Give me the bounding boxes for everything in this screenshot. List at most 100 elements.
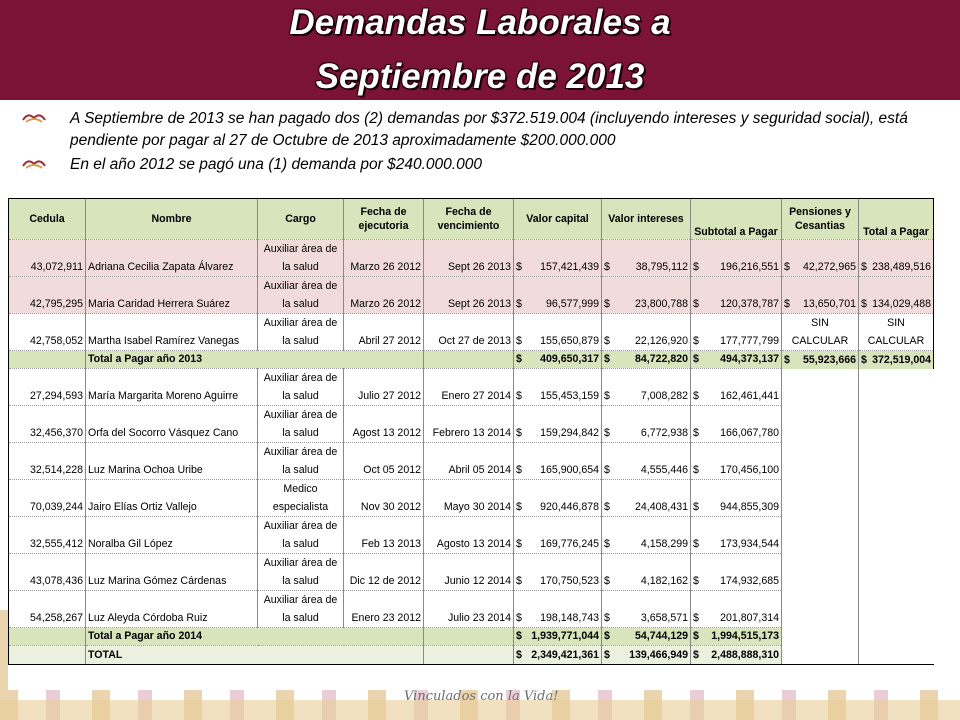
currency-symbol: $ <box>516 261 522 273</box>
cell-sum-subtotal: $494,373,137 <box>690 350 782 369</box>
currency-symbol: $ <box>861 353 867 366</box>
cell-nombre: Jairo Elías Ortiz Vallejo <box>85 479 258 517</box>
col-header-cargo: Cargo <box>257 198 344 240</box>
cell-cedula: 42,758,052 <box>8 313 86 351</box>
cell-cedula: 54,258,267 <box>8 590 86 628</box>
cell-total: SIN CALCULAR <box>858 313 934 351</box>
cell-fecha-vencimiento: Febrero 13 2014 <box>423 405 514 443</box>
cell-cargo: Medico especialista <box>257 479 344 517</box>
table-header-row: Cedula Nombre Cargo Fecha de ejecutoria … <box>8 198 934 240</box>
amount-value: 169,776,245 <box>540 538 599 550</box>
cell-nombre: Luz Marina Gómez Cárdenas <box>85 553 258 591</box>
cell-pensiones <box>781 516 859 554</box>
cell-pensiones: $13,650,701 <box>781 276 859 314</box>
currency-symbol: $ <box>604 630 610 642</box>
cell-cargo-line-1: Auxiliar área de <box>263 446 338 458</box>
cell-cedula: 43,078,436 <box>8 553 86 591</box>
amount-value: 165,900,654 <box>540 464 599 476</box>
cell-sum-subtotal: $1,994,515,173 <box>690 627 782 646</box>
cell-valor-intereses: $4,555,446 <box>601 442 691 480</box>
cell-nombre: Martha Isabel Ramírez Vanegas <box>85 313 258 351</box>
currency-symbol: $ <box>693 427 699 439</box>
cell-subtotal: $173,934,544 <box>690 516 782 554</box>
currency-symbol: $ <box>516 630 522 642</box>
amount-value: 54,744,129 <box>634 630 688 642</box>
amount-value: 7,008,282 <box>640 390 688 402</box>
cell-pensiones: $42,272,965 <box>781 239 859 277</box>
cell-valor-intereses: $23,800,788 <box>601 276 691 314</box>
cell-fecha-ejecutoria: Julio 27 2012 <box>343 368 424 406</box>
cell-cargo-line-2: la salud <box>282 261 319 273</box>
table-row: 42,758,052 Martha Isabel Ramírez Vanegas A… <box>8 313 934 351</box>
table-row: 42,795,295 Maria Caridad Herrera Suárez Au… <box>8 276 934 314</box>
currency-symbol: $ <box>516 538 522 550</box>
cell-nombre: Orfa del Socorro Vásquez Cano <box>85 405 258 443</box>
cell-empty <box>423 645 514 665</box>
cell-empty <box>8 645 86 665</box>
cell-cargo-line-1: Auxiliar área de <box>263 280 338 292</box>
cell-sum-capital: $409,650,317 <box>513 350 602 369</box>
currency-symbol: $ <box>693 464 699 476</box>
cell-empty <box>257 645 344 665</box>
cell-cargo-line-2: la salud <box>282 612 319 624</box>
amount-value: 1,939,771,044 <box>531 630 599 642</box>
cell-cargo: Auxiliar área de la salud <box>257 313 344 351</box>
cell-fecha-vencimiento: Sept 26 2013 <box>423 276 514 314</box>
currency-symbol: $ <box>604 649 610 661</box>
footer-decoration-strip <box>0 700 960 720</box>
cell-valor-capital: $155,453,159 <box>513 368 602 406</box>
currency-symbol: $ <box>784 261 790 273</box>
col-header-pensiones: Pensiones y Cesantias <box>781 198 859 240</box>
cell-pensiones <box>781 590 859 628</box>
currency-symbol: $ <box>693 538 699 550</box>
currency-symbol: $ <box>861 261 867 273</box>
amount-value: 372,519,004 <box>872 353 931 366</box>
cell-valor-capital: $155,650,879 <box>513 313 602 351</box>
cell-cargo-line-2: la salud <box>282 464 319 476</box>
cell-valor-intereses: $38,795,112 <box>601 239 691 277</box>
currency-symbol: $ <box>693 612 699 624</box>
cell-total-label: Total a Pagar año 2013 <box>85 350 258 369</box>
currency-symbol: $ <box>693 353 699 365</box>
amount-value: 238,489,516 <box>872 261 931 273</box>
cell-cargo-line-1: Auxiliar área de <box>263 520 338 532</box>
cell-pensiones <box>781 479 859 517</box>
col-header-subtotal: Subtotal a Pagar <box>690 198 782 240</box>
cell-fecha-ejecutoria: Dic 12 de 2012 <box>343 553 424 591</box>
bullet-item: A Septiembre de 2013 se han pagado dos (… <box>22 108 942 152</box>
amount-value: 42,272,965 <box>802 261 856 273</box>
amount-value: 155,453,159 <box>540 390 599 402</box>
cell-cargo-line-2: la salud <box>282 575 319 587</box>
cell-empty <box>781 645 859 665</box>
amount-value: 494,373,137 <box>720 353 779 365</box>
amount-value: 4,158,299 <box>640 538 688 550</box>
subtotal-row-2013: Total a Pagar año 2013 $409,650,317 $84,72… <box>8 350 934 369</box>
cell-subtotal: $120,378,787 <box>690 276 782 314</box>
amount-value: 55,923,666 <box>802 353 856 366</box>
cell-fecha-vencimiento: Sept 26 2013 <box>423 239 514 277</box>
cell-fecha-ejecutoria: Feb 13 2013 <box>343 516 424 554</box>
cell-nombre: Maria Caridad Herrera Suárez <box>85 276 258 314</box>
slide-title: Demandas Laborales a Septiembre de 2013 <box>0 0 960 100</box>
cell-valor-intereses: $3,658,571 <box>601 590 691 628</box>
cell-cargo-line-2: la salud <box>282 390 319 402</box>
cell-empty <box>343 350 424 369</box>
amount-value: 170,456,100 <box>720 464 779 476</box>
currency-symbol: $ <box>516 427 522 439</box>
slide-title-line-2: Septiembre de 2013 <box>315 57 645 96</box>
col-header-nombre: Nombre <box>85 198 258 240</box>
cell-cargo: Auxiliar área de la salud <box>257 590 344 628</box>
cell-cargo-line-1: Auxiliar área de <box>263 372 338 384</box>
cell-sum-capital: $1,939,771,044 <box>513 627 602 646</box>
cell-sum-intereses: $54,744,129 <box>601 627 691 646</box>
cell-fecha-vencimiento: Junio 12 2014 <box>423 553 514 591</box>
col-header-valor-capital: Valor capital <box>513 198 602 240</box>
amount-value: 174,932,685 <box>720 575 779 587</box>
cell-total-line-1: SIN <box>887 317 905 329</box>
cell-pensiones-line-2: CALCULAR <box>791 335 849 347</box>
cell-valor-intereses: $4,182,162 <box>601 553 691 591</box>
col-header-fecha-vencimiento: Fecha de vencimiento <box>423 198 514 240</box>
amount-value: 23,800,788 <box>634 298 688 310</box>
currency-symbol: $ <box>604 390 610 402</box>
cell-cargo-line-1: Auxiliar área de <box>263 557 338 569</box>
